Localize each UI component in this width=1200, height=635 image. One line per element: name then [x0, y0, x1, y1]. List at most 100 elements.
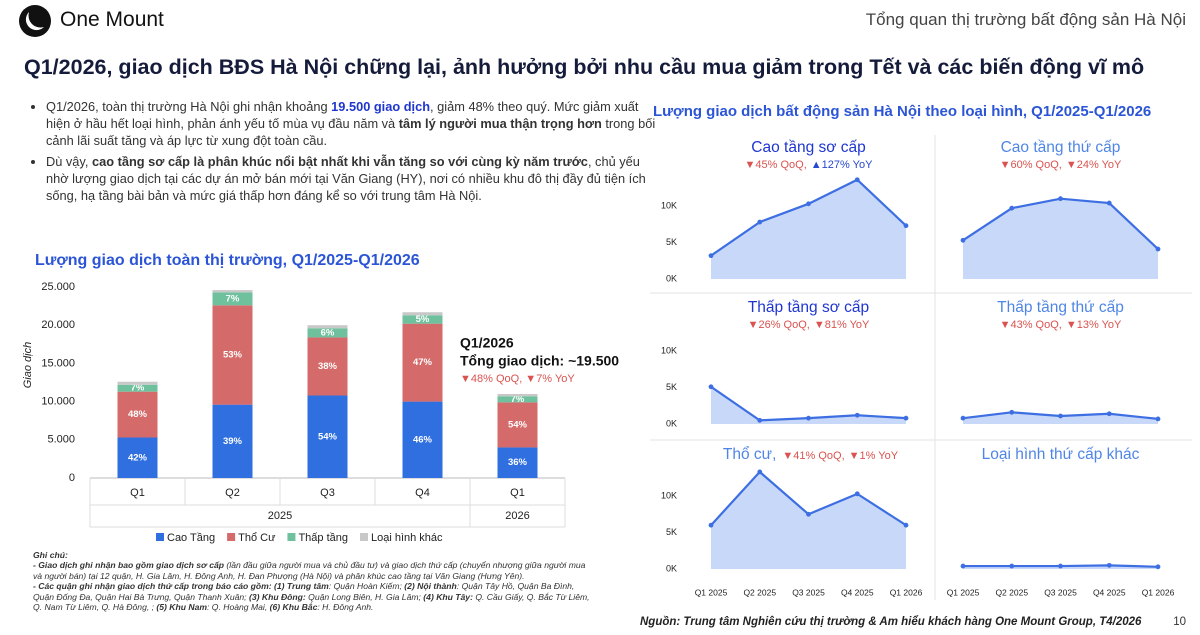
change: ▼43% QoQ, — [1000, 319, 1062, 331]
section-title: Tổng quan thị trường bất động sản Hà Nội — [865, 10, 1186, 29]
text-run: (3) Khu Đông: — [248, 591, 306, 602]
change: ▼13% YoY — [1066, 319, 1122, 331]
point — [1106, 411, 1112, 417]
x-tick-label: Q4 2025 — [1093, 587, 1126, 597]
area — [711, 471, 906, 569]
point — [1106, 200, 1112, 206]
point — [903, 522, 909, 528]
x-tick-label: Q4 — [415, 487, 430, 499]
point — [903, 415, 909, 421]
segment-label: 54% — [318, 431, 338, 442]
point — [1009, 563, 1015, 569]
y-tick-label: 0K — [666, 418, 677, 428]
bar-segment — [307, 337, 348, 396]
x-tick-label: Q1 2026 — [890, 587, 923, 597]
y-tick-label: 10.000 — [41, 396, 75, 408]
text-run: Q1/2026, toàn thị trường Hà Nội ghi nhận… — [46, 99, 332, 114]
point — [708, 253, 714, 259]
y-tick-label: 15.000 — [41, 357, 75, 369]
text-run: Q. Cầu Giấy, Q. Bắc Từ Liêm, Q. Nam Từ L… — [33, 591, 590, 613]
bar-segment — [117, 437, 158, 478]
change: ▼41% QoQ, — [782, 450, 844, 462]
bar-segment — [307, 325, 348, 329]
bar-segment — [497, 402, 538, 448]
bar-segment — [402, 312, 443, 316]
bar-segment — [402, 315, 443, 324]
change: ▼81% YoY — [814, 319, 870, 331]
point — [806, 201, 811, 207]
x-group-label: 2026 — [505, 510, 529, 522]
x-tick-label: Q1 2026 — [1142, 587, 1175, 597]
bar-segment — [402, 401, 443, 478]
y-tick-label: 0K — [666, 563, 677, 573]
segment-label: 48% — [128, 409, 148, 420]
y-tick-label: 5K — [666, 382, 677, 392]
legend-swatch — [227, 533, 236, 541]
y-tick-label: 10K — [661, 345, 677, 355]
area — [711, 386, 906, 424]
bar-segment — [212, 404, 253, 478]
point — [854, 177, 860, 183]
point — [806, 415, 811, 421]
bar-segment — [497, 396, 538, 403]
point — [854, 412, 860, 418]
legend-swatch — [156, 533, 164, 541]
note: - Các quận ghi nhận giao dịch thứ cấp tr… — [33, 581, 593, 612]
text-run: , chủ yếu nhờ lượng giao dịch tại các dự… — [46, 154, 646, 203]
text-run: (6) Khu Bắc — [269, 602, 318, 613]
bar-segment — [212, 305, 253, 405]
segment-label: 7% — [226, 293, 240, 304]
change: ▼1% YoY — [849, 450, 899, 462]
logo-mark — [19, 5, 51, 37]
point — [960, 237, 966, 243]
y-tick-label: 0 — [69, 472, 75, 484]
text-run: (4) Khu Tây: — [423, 591, 473, 602]
legend-swatch — [359, 533, 368, 541]
point — [960, 563, 966, 569]
segment-label: 7% — [131, 383, 145, 394]
bar-segment — [402, 323, 443, 402]
slide-title: Q1/2026, giao dịch BĐS Hà Nội chững lại,… — [24, 55, 1145, 79]
x-group-label: 2025 — [268, 510, 292, 522]
x-tick-label: Q3 2025 — [1044, 587, 1077, 597]
point — [708, 384, 714, 390]
segment-label: 39% — [223, 436, 243, 447]
legend-swatch — [287, 533, 296, 541]
text-run: trong bối cảnh lãi suất tăng và áp lực t… — [46, 116, 656, 148]
change: ▼60% QoQ, — [1000, 159, 1062, 171]
point — [1155, 246, 1161, 252]
segment-label: 42% — [128, 452, 148, 463]
point — [708, 522, 714, 528]
segment-label: 54% — [508, 419, 528, 430]
point — [806, 511, 811, 517]
annotation-text: Tổng giao dịch: ~19.500 — [460, 353, 619, 369]
x-tick-label: Q1 2025 — [695, 587, 728, 597]
y-tick-label: 20.000 — [41, 319, 75, 331]
panel-changes: ▼60% QoQ, ▼24% YoY — [1000, 159, 1122, 171]
y-tick-label: 5K — [666, 237, 677, 247]
segment-label: 46% — [413, 434, 433, 445]
source: Nguồn: Trung tâm Nghiên cứu thị trường &… — [640, 616, 1142, 628]
legend-label: Cao Tầng — [167, 532, 215, 544]
x-tick-label: Q2 — [225, 487, 240, 499]
bar-segment — [117, 391, 158, 438]
y-tick-label: 10K — [661, 490, 677, 500]
x-tick-label: Q1 — [510, 487, 525, 499]
point — [757, 417, 763, 423]
bar-segment — [497, 393, 538, 397]
area — [963, 198, 1158, 279]
segment-label: 5% — [416, 314, 430, 325]
x-tick-label: Q1 — [130, 487, 145, 499]
segment-label: 38% — [318, 361, 338, 372]
bar-segment — [212, 292, 253, 306]
panel-title: Cao tầng sơ cấp — [751, 139, 865, 156]
text-run: : H. Đông Anh. — [317, 602, 374, 613]
logo-crescent — [25, 12, 44, 31]
point — [1058, 563, 1063, 569]
point — [903, 223, 909, 229]
point — [1058, 196, 1063, 202]
text-run: : Q. Hoàng Mai, — [207, 602, 270, 613]
text-run: cao tầng sơ cấp là phân khúc nổi bật nhấ… — [92, 154, 588, 169]
segment-label: 36% — [508, 457, 528, 468]
x-tick-label: Q4 2025 — [841, 587, 874, 597]
